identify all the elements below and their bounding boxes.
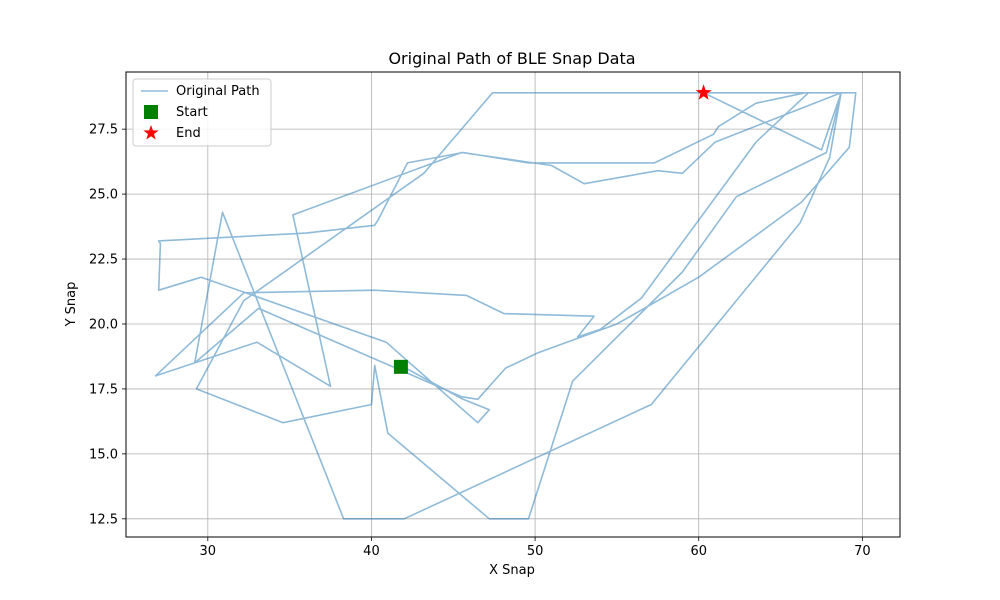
start-marker xyxy=(393,359,408,374)
x-tick-label: 70 xyxy=(854,544,871,559)
legend-label-end: End xyxy=(176,126,201,141)
y-axis-label: Y Snap xyxy=(64,282,79,328)
end-marker xyxy=(695,84,712,100)
y-tick-label: 12.5 xyxy=(89,512,118,527)
y-tick-label: 17.5 xyxy=(89,382,118,397)
marker-layer xyxy=(393,84,712,374)
y-tick-label: 25.0 xyxy=(89,188,118,203)
y-tick-label: 27.5 xyxy=(89,123,118,138)
path-layer xyxy=(154,92,857,520)
original-path-line xyxy=(154,92,857,520)
x-axis-label: X Snap xyxy=(489,563,535,578)
legend-start-swatch xyxy=(144,105,158,119)
plot-frame xyxy=(125,71,901,538)
x-tick-label: 30 xyxy=(200,544,217,559)
legend-label-path: Original Path xyxy=(176,84,260,99)
y-tick-label: 15.0 xyxy=(89,447,118,462)
legend: Original Path Start End xyxy=(132,78,272,147)
x-tick-label: 50 xyxy=(527,544,544,559)
chart-title: Original Path of BLE Snap Data xyxy=(388,49,635,68)
legend-end-swatch xyxy=(143,125,159,140)
axis-ticks: 30 40 50 60 70 12.5 15.0 17.5 20.0 22.5 25.0 27.5 xyxy=(89,123,871,559)
y-tick-label: 22.5 xyxy=(89,253,118,268)
x-tick-label: 60 xyxy=(690,544,707,559)
x-tick-label: 40 xyxy=(363,544,380,559)
legend-box xyxy=(132,78,272,147)
y-tick-label: 20.0 xyxy=(89,317,118,332)
legend-label-start: Start xyxy=(176,105,208,120)
